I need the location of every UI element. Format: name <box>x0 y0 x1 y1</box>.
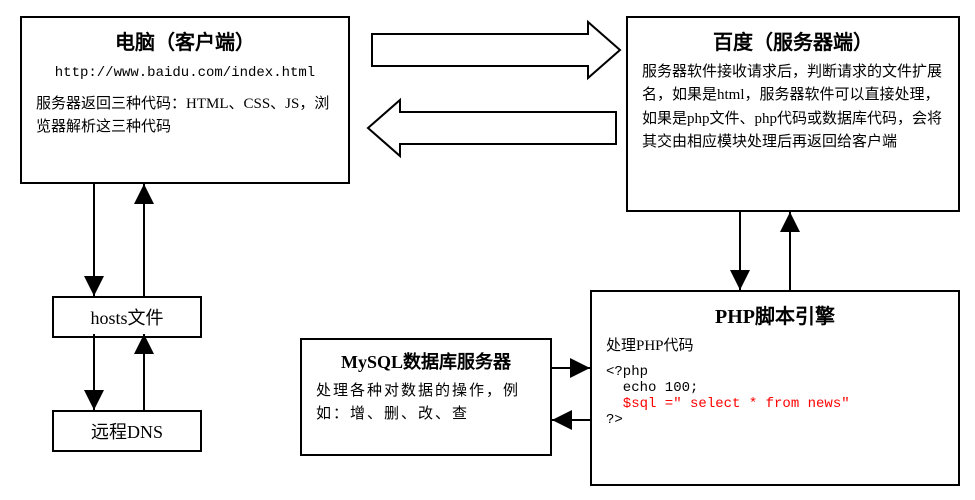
node-client: 电脑（客户端） http://www.baidu.com/index.html … <box>20 16 350 184</box>
client-desc: 服务器返回三种代码：HTML、CSS、JS，浏览器解析这三种代码 <box>36 93 334 140</box>
arrow-label-request: http请求 <box>456 42 522 63</box>
php-code-l1: echo 100; <box>606 380 944 396</box>
php-line1: 处理PHP代码 <box>606 335 944 358</box>
mysql-desc: 处理各种对数据的操作，例如：增、删、改、查 <box>316 380 536 427</box>
node-dns: 远程DNS <box>52 410 202 452</box>
php-code-open: <?php <box>606 364 944 380</box>
client-title: 电脑（客户端） <box>36 26 334 55</box>
php-code-close: ?> <box>606 412 944 428</box>
arrow-label-response: 返回http请求结果 <box>430 120 556 141</box>
server-title: 百度（服务器端） <box>642 26 944 55</box>
node-server: 百度（服务器端） 服务器软件接收请求后，判断请求的文件扩展名，如果是html，服… <box>626 16 960 212</box>
php-title: PHP脚本引擎 <box>606 300 944 329</box>
mysql-title: MySQL数据库服务器 <box>316 348 536 374</box>
client-url: http://www.baidu.com/index.html <box>36 65 334 81</box>
dns-label: 远程DNS <box>91 422 163 442</box>
server-desc: 服务器软件接收请求后，判断请求的文件扩展名，如果是html，服务器软件可以直接处… <box>642 61 944 154</box>
node-hosts: hosts文件 <box>52 296 202 338</box>
hosts-label: hosts文件 <box>90 308 163 328</box>
php-code-l2: $sql =" select * from news" <box>606 396 944 412</box>
node-php: PHP脚本引擎 处理PHP代码 <?php echo 100; $sql =" … <box>590 290 960 486</box>
node-mysql: MySQL数据库服务器 处理各种对数据的操作，例如：增、删、改、查 <box>300 338 552 456</box>
